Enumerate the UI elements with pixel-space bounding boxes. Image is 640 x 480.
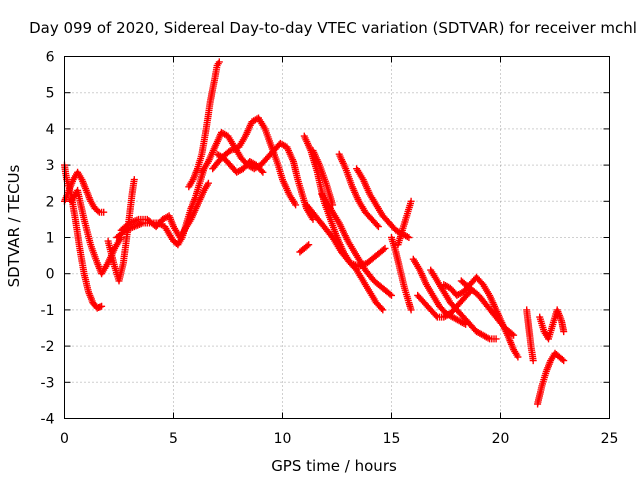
y-tick-label: -3	[41, 375, 55, 391]
series-track	[303, 201, 389, 270]
plus-marker	[457, 277, 518, 339]
plus-marker	[318, 190, 395, 299]
series-track	[185, 58, 223, 191]
series-track	[117, 179, 212, 241]
plot-frame	[64, 56, 610, 419]
series-track	[394, 197, 415, 249]
series-track	[534, 349, 568, 408]
plus-marker	[388, 234, 415, 314]
series-track	[536, 306, 568, 343]
series-track	[309, 147, 337, 209]
plus-marker	[213, 150, 267, 176]
series-track	[213, 150, 267, 176]
plus-marker	[534, 349, 568, 408]
plus-marker	[309, 147, 337, 209]
x-tick-label: 0	[60, 431, 69, 447]
plus-marker	[536, 306, 568, 343]
plus-marker	[209, 114, 300, 209]
y-tick-label: -1	[41, 303, 55, 319]
x-tick-label: 20	[492, 431, 510, 447]
plus-marker	[394, 197, 415, 249]
x-tick-label: 25	[601, 431, 619, 447]
chart-title: Day 099 of 2020, Sidereal Day-to-day VTE…	[29, 19, 637, 37]
series-track	[296, 241, 313, 256]
series-track	[427, 266, 500, 343]
plus-marker	[427, 266, 500, 343]
plus-marker	[117, 179, 212, 241]
x-tick-label: 15	[383, 431, 401, 447]
series-track	[335, 150, 382, 231]
y-tick-label: 1	[46, 231, 55, 247]
y-tick-label: 3	[46, 158, 55, 174]
y-tick-label: 0	[46, 267, 55, 283]
y-tick-label: 4	[46, 122, 55, 138]
plus-marker	[335, 150, 382, 231]
plus-marker	[523, 306, 537, 365]
y-tick-label: -2	[41, 339, 55, 355]
x-axis-label: GPS time / hours	[271, 457, 397, 475]
series-track	[318, 190, 395, 299]
plus-marker	[296, 241, 313, 256]
series-track	[209, 114, 300, 209]
series-track	[388, 234, 415, 314]
plus-marker	[303, 201, 389, 270]
y-tick-label: 2	[46, 194, 55, 210]
y-tick-label: 6	[46, 50, 55, 66]
data-markers	[61, 58, 568, 408]
plus-marker	[185, 58, 223, 191]
y-axis-label: SDTVAR / TECUs	[5, 164, 23, 287]
x-tick-label: 5	[169, 431, 178, 447]
y-tick-label: 5	[46, 86, 55, 102]
series-track	[457, 277, 518, 339]
x-tick-label: 10	[274, 431, 292, 447]
y-tick-label: -4	[41, 412, 55, 428]
series-track	[523, 306, 537, 365]
